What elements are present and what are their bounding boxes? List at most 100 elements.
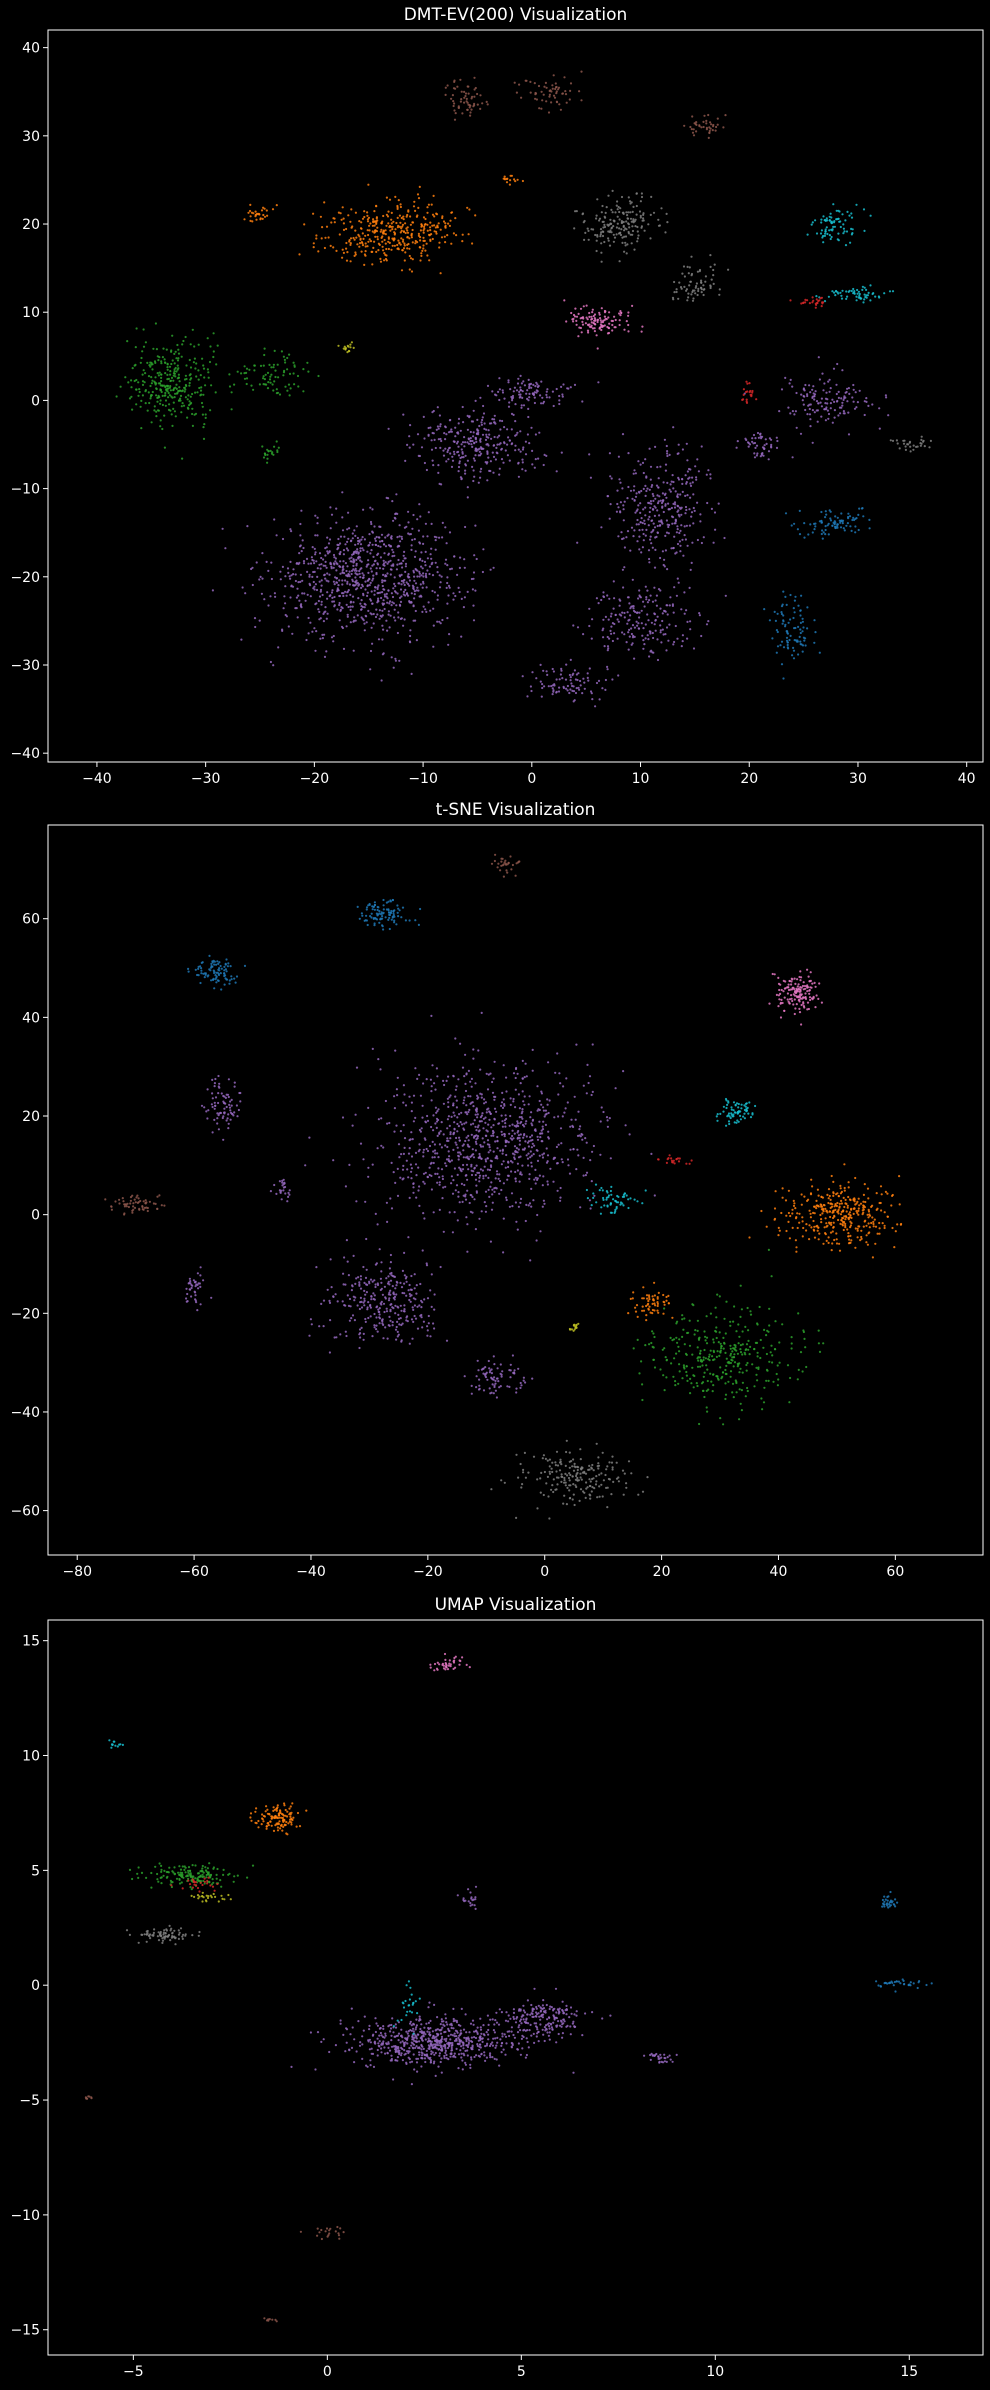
data-point bbox=[833, 225, 837, 228]
data-point bbox=[665, 604, 668, 607]
data-point bbox=[680, 524, 683, 527]
data-point bbox=[400, 562, 403, 565]
data-point bbox=[368, 541, 372, 544]
data-point bbox=[745, 380, 748, 383]
data-point bbox=[923, 445, 926, 448]
data-point bbox=[399, 617, 402, 621]
data-point bbox=[507, 1174, 510, 1177]
data-point bbox=[602, 230, 605, 233]
data-point bbox=[155, 348, 158, 351]
data-point bbox=[369, 1306, 372, 1309]
data-point bbox=[909, 445, 912, 448]
data-point bbox=[465, 97, 468, 100]
data-point bbox=[659, 589, 662, 592]
data-point bbox=[149, 397, 152, 400]
data-point bbox=[458, 1113, 461, 1116]
data-point bbox=[316, 534, 319, 537]
data-point bbox=[349, 346, 352, 349]
data-point bbox=[904, 445, 907, 448]
data-point bbox=[480, 1011, 483, 1014]
data-point bbox=[460, 443, 463, 446]
data-point bbox=[307, 370, 310, 373]
data-point bbox=[558, 686, 561, 689]
data-point bbox=[627, 232, 631, 235]
data-point bbox=[829, 517, 832, 520]
data-point bbox=[809, 523, 812, 526]
data-point bbox=[588, 311, 591, 315]
data-point bbox=[410, 1274, 413, 1278]
data-point bbox=[582, 1156, 585, 1159]
data-point bbox=[365, 1268, 368, 1271]
data-point bbox=[282, 371, 286, 374]
data-point bbox=[351, 595, 355, 598]
data-point bbox=[412, 1186, 415, 1189]
data-point bbox=[430, 1099, 433, 1102]
data-point bbox=[596, 235, 599, 238]
data-point bbox=[167, 396, 170, 399]
data-point bbox=[381, 624, 384, 627]
data-point bbox=[309, 621, 312, 624]
data-point bbox=[659, 607, 662, 610]
data-point bbox=[168, 394, 171, 397]
data-point bbox=[646, 589, 649, 592]
data-point bbox=[650, 621, 654, 624]
data-point bbox=[545, 390, 548, 393]
data-point bbox=[359, 559, 362, 562]
data-point bbox=[366, 245, 369, 248]
data-point bbox=[548, 1099, 551, 1102]
data-point bbox=[846, 295, 849, 298]
data-point bbox=[570, 682, 573, 685]
data-point bbox=[636, 540, 639, 543]
data-point bbox=[848, 214, 851, 217]
data-point bbox=[259, 575, 262, 579]
data-point bbox=[454, 1037, 457, 1040]
data-point bbox=[464, 454, 467, 457]
data-point bbox=[546, 673, 549, 677]
data-point bbox=[323, 633, 326, 636]
data-point bbox=[842, 527, 845, 530]
data-point bbox=[602, 627, 605, 630]
data-point bbox=[160, 390, 163, 394]
data-point bbox=[453, 80, 456, 83]
data-point bbox=[396, 1330, 399, 1333]
data-point bbox=[505, 1198, 508, 1202]
data-point bbox=[565, 663, 568, 666]
data-point bbox=[857, 513, 860, 517]
data-point bbox=[929, 439, 933, 442]
data-point bbox=[349, 237, 353, 240]
data-point bbox=[627, 311, 630, 314]
data-point bbox=[545, 670, 548, 673]
data-point bbox=[540, 90, 543, 93]
data-point bbox=[379, 556, 382, 559]
data-point bbox=[473, 102, 476, 105]
data-point bbox=[546, 1183, 550, 1186]
data-point bbox=[626, 611, 629, 614]
data-point bbox=[842, 223, 845, 226]
data-point bbox=[593, 327, 596, 330]
data-point bbox=[653, 586, 656, 589]
data-point bbox=[527, 1103, 530, 1106]
data-point bbox=[595, 239, 598, 242]
data-point bbox=[350, 1317, 353, 1320]
data-point bbox=[367, 571, 370, 575]
cluster-orange bbox=[502, 174, 525, 186]
data-point bbox=[806, 233, 809, 236]
data-point bbox=[649, 632, 652, 635]
x-tick-label: −20 bbox=[300, 771, 330, 787]
data-point bbox=[833, 416, 836, 419]
data-point bbox=[604, 216, 607, 219]
data-point bbox=[660, 207, 663, 210]
data-point bbox=[664, 534, 667, 538]
data-point bbox=[359, 1332, 362, 1335]
data-point bbox=[806, 393, 809, 396]
data-point bbox=[155, 410, 158, 413]
data-point bbox=[841, 522, 844, 525]
data-point bbox=[487, 456, 490, 459]
data-point bbox=[600, 307, 603, 310]
cluster-purple bbox=[479, 374, 600, 410]
data-point bbox=[800, 302, 803, 305]
data-point bbox=[386, 572, 389, 575]
data-point bbox=[448, 633, 451, 636]
data-point bbox=[619, 310, 622, 313]
data-point bbox=[828, 509, 831, 512]
